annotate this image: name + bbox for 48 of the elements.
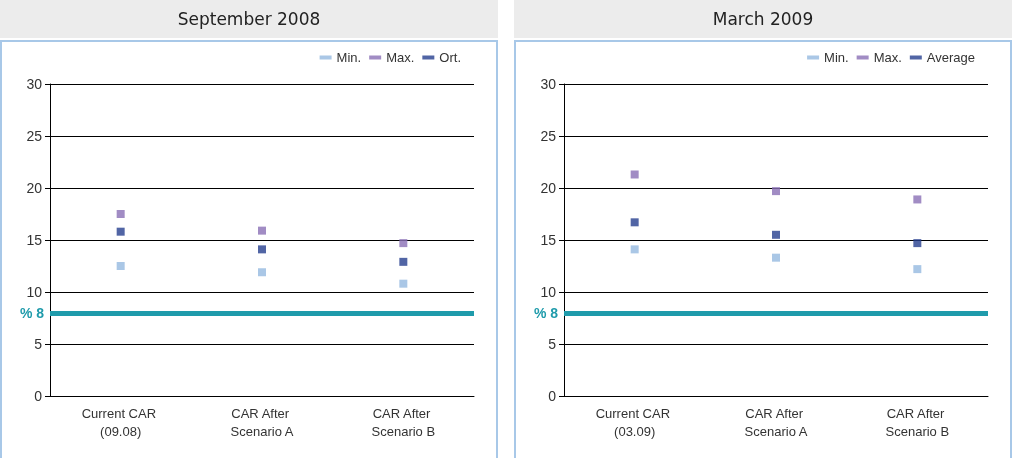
point (913, 265, 922, 274)
point (116, 227, 125, 236)
point (913, 239, 922, 248)
point (772, 187, 780, 196)
chart-title: March 2009 (514, 0, 1012, 38)
y-tick-label: 20 (540, 180, 557, 196)
point (258, 268, 266, 277)
legend-label: Average (926, 50, 975, 65)
x-tick-label: CAR After Scenario A (230, 405, 294, 439)
point (630, 170, 639, 179)
x-tick-label: CAR After Scenario A (744, 405, 808, 439)
point (399, 257, 408, 266)
point (399, 279, 408, 288)
chart-title: September 2008 (0, 0, 498, 38)
point (399, 239, 408, 248)
point (630, 218, 639, 227)
y-tick-label: 30 (540, 76, 557, 92)
y-tick-label: 25 (540, 128, 557, 144)
y-tick-label: 30 (26, 76, 43, 92)
ref-line-label: % 8 (19, 304, 45, 321)
x-tick-label: CAR After Scenario B (371, 405, 436, 439)
point (772, 230, 780, 239)
legend-label: Ort. (439, 50, 462, 65)
point (116, 210, 125, 218)
y-tick-label: 10 (26, 284, 43, 300)
legend-label: Max. (873, 50, 902, 65)
y-tick-label: 0 (548, 388, 557, 404)
y-tick-label: 0 (34, 388, 43, 404)
y-tick-label: 15 (26, 232, 43, 248)
y-tick-label: 10 (540, 284, 557, 300)
x-tick-label: Current CAR (09.08) (81, 405, 160, 439)
y-tick-label: 20 (26, 180, 43, 196)
y-tick-label: 5 (548, 336, 557, 352)
y-tick-label: 15 (540, 232, 557, 248)
y-tick-label: 25 (26, 128, 43, 144)
point (913, 195, 922, 204)
point (258, 245, 266, 254)
ref-line-label: % 8 (533, 304, 559, 321)
legend-label: Min. (824, 50, 849, 65)
point (630, 245, 639, 254)
x-tick-label: Current CAR (03.09) (595, 405, 674, 439)
point (772, 253, 780, 262)
x-tick-label: CAR After Scenario B (885, 405, 950, 439)
legend-label: Max. (386, 50, 415, 65)
point (258, 226, 266, 235)
point (116, 262, 125, 270)
legend-label: Min. (336, 50, 362, 65)
y-tick-label: 5 (34, 336, 43, 352)
